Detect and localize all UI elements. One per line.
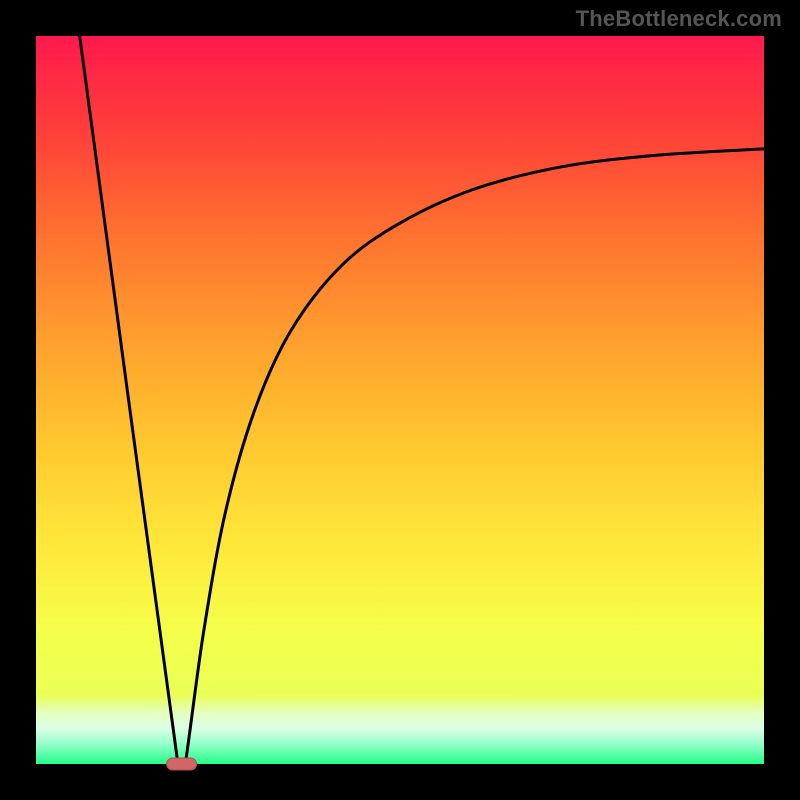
- figure-container: TheBottleneck.com: [0, 0, 800, 800]
- bottleneck-chart: [0, 0, 800, 800]
- chart-plot-bg: [36, 36, 764, 764]
- watermark-text: TheBottleneck.com: [576, 6, 782, 32]
- notch-marker: [167, 758, 197, 770]
